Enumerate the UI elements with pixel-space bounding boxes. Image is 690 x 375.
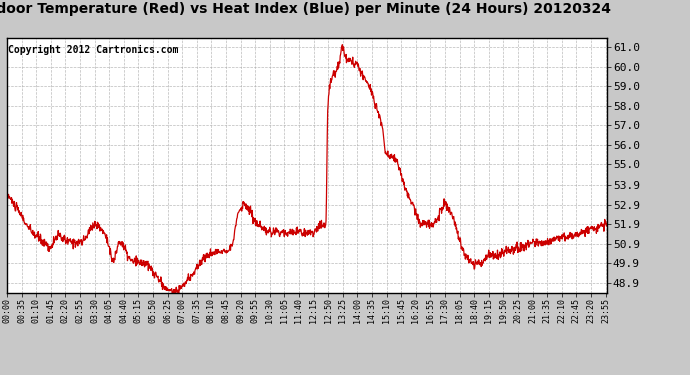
Text: Outdoor Temperature (Red) vs Heat Index (Blue) per Minute (24 Hours) 20120324: Outdoor Temperature (Red) vs Heat Index … <box>0 2 611 16</box>
Text: Copyright 2012 Cartronics.com: Copyright 2012 Cartronics.com <box>8 45 179 55</box>
